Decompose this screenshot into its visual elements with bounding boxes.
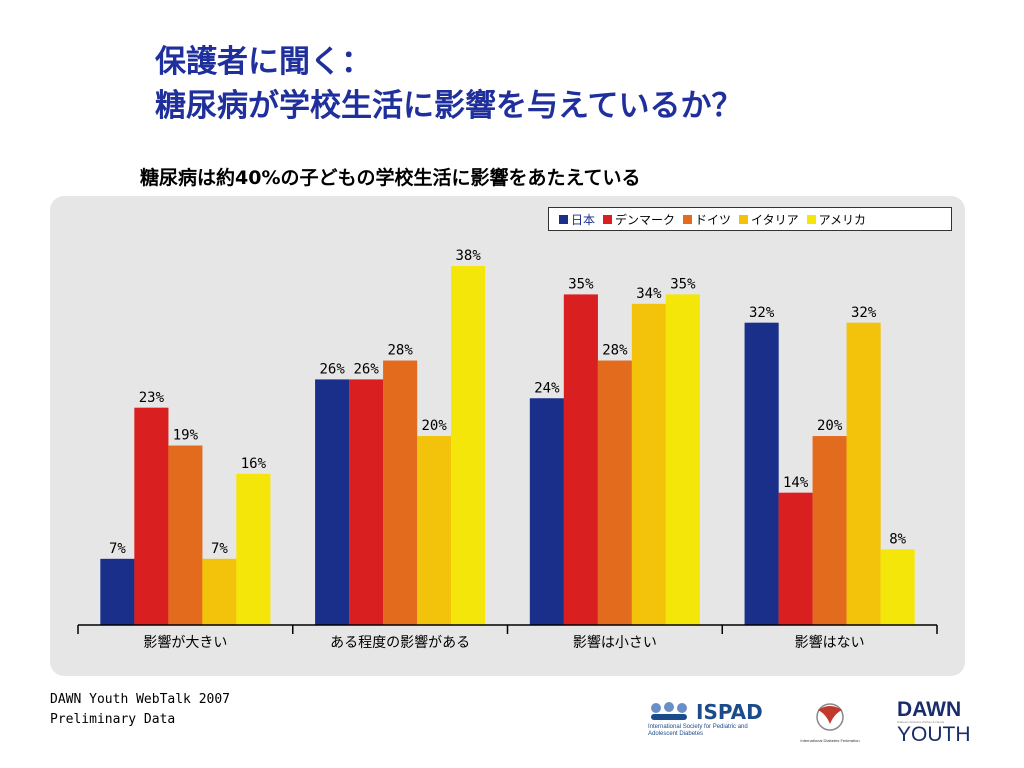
bar-shade-4-2	[778, 492, 813, 625]
bar-shade-1-1	[100, 558, 135, 625]
chart-subtitle: 糖尿病は約40%の子どもの学校生活に影響をあたえている	[140, 167, 641, 189]
bar-shade-4-5	[880, 549, 915, 625]
legend-swatch-1	[559, 214, 568, 224]
footer-line-2: Preliminary Data	[50, 712, 176, 727]
legend-item-4: イタリア	[739, 211, 799, 228]
data-label-1-1: 7%	[109, 541, 126, 557]
dawn-youth-logo: DAWN Diabetes Attitudes Wishes & Needs Y…	[897, 698, 971, 746]
bar-shade-4-1	[744, 322, 779, 625]
title-line-1: 保護者に聞く：	[155, 44, 372, 80]
data-label-4-2: 14%	[783, 475, 809, 491]
bar-shade-3-2	[563, 294, 598, 625]
bar-shade-2-4	[417, 436, 452, 625]
idf-logo: International Diabetes Federation	[790, 700, 870, 750]
data-label-3-2: 35%	[568, 276, 594, 292]
legend-item-2: デンマーク	[603, 211, 675, 228]
category-label-4: 影響はない	[795, 634, 865, 651]
legend-item-3: ドイツ	[683, 211, 731, 228]
bar-shade-1-5	[236, 473, 271, 625]
bar-shade-3-5	[665, 294, 700, 625]
page-title: 保護者に聞く： 糖尿病が学校生活に影響を与えているか？	[155, 40, 742, 128]
bar-shade-4-3	[812, 436, 847, 625]
data-label-3-5: 35%	[670, 276, 696, 292]
chart-legend: 日本 デンマーク ドイツ イタリア アメリカ	[548, 207, 952, 231]
legend-swatch-3	[683, 214, 693, 224]
bar-shade-4-4	[846, 322, 881, 625]
data-label-4-3: 20%	[817, 418, 843, 434]
legend-item-1: 日本	[559, 211, 595, 228]
title-line-2: 糖尿病が学校生活に影響を与えているか？	[155, 88, 743, 124]
idf-bird-icon	[816, 703, 844, 731]
bar-shade-3-1	[529, 398, 564, 625]
data-label-2-2: 26%	[353, 361, 379, 377]
legend-swatch-2	[603, 214, 613, 224]
category-label-1: 影響が大きい	[143, 634, 227, 651]
legend-label-1: 日本	[571, 212, 596, 227]
bar-shade-1-2	[134, 407, 169, 625]
legend-label-5: アメリカ	[818, 212, 866, 227]
bar-shade-2-1	[315, 379, 350, 625]
data-label-1-2: 23%	[139, 390, 165, 406]
category-label-2: ある程度の影響がある	[330, 634, 470, 651]
legend-swatch-4	[739, 214, 749, 224]
bar-shade-1-3	[168, 445, 203, 625]
data-label-4-1: 32%	[749, 305, 775, 321]
ispad-subtitle: International Society for Pediatric and …	[648, 724, 748, 737]
data-label-2-4: 20%	[421, 418, 447, 434]
bar-shade-2-5	[451, 266, 486, 625]
data-label-4-4: 32%	[851, 305, 877, 321]
bar-shade-3-3	[597, 360, 632, 625]
legend-label-4: イタリア	[751, 212, 799, 227]
data-label-1-4: 7%	[211, 541, 228, 557]
data-label-3-3: 28%	[602, 343, 628, 359]
data-label-1-3: 19%	[173, 428, 199, 444]
bar-shade-3-4	[631, 303, 666, 625]
data-label-2-5: 38%	[455, 248, 481, 264]
footer-line-1: DAWN Youth WebTalk 2007	[50, 692, 231, 707]
idf-name: International Diabetes Federation	[800, 738, 860, 743]
bar-shade-2-3	[383, 360, 418, 625]
data-label-3-4: 34%	[636, 286, 662, 302]
legend-label-3: ドイツ	[695, 212, 732, 227]
dawn-word: DAWN	[897, 698, 962, 721]
legend-label-2: デンマーク	[615, 212, 676, 227]
data-label-1-5: 16%	[241, 456, 267, 472]
ispad-figures-icon	[651, 702, 687, 720]
data-label-3-1: 24%	[534, 380, 560, 396]
legend-item-5: アメリカ	[806, 211, 866, 228]
bar-shade-2-2	[349, 379, 384, 625]
youth-word: YOUTH	[897, 723, 971, 746]
ispad-logo: ISPAD International Society for Pediatri…	[648, 700, 773, 748]
data-label-2-3: 28%	[387, 343, 413, 359]
legend-swatch-5	[806, 214, 816, 224]
ispad-name: ISPAD	[696, 700, 763, 724]
category-label-3: 影響は小さい	[573, 634, 657, 651]
dawn-tagline: Diabetes Attitudes Wishes & Needs	[897, 720, 945, 724]
data-label-2-1: 26%	[319, 361, 345, 377]
bar-shade-1-4	[202, 558, 237, 625]
footer-note: DAWN Youth WebTalk 2007 Preliminary Data	[50, 690, 230, 730]
data-label-4-5: 8%	[889, 531, 906, 547]
